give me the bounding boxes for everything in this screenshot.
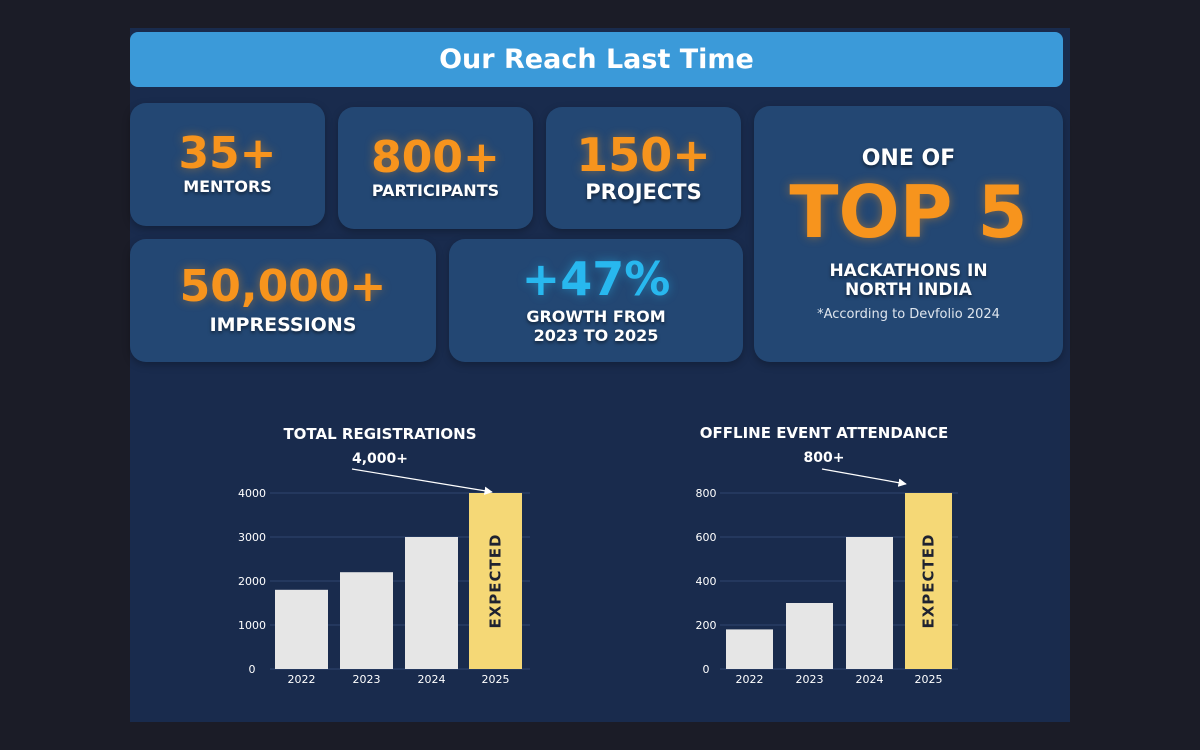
registrations-x-tick-label: 2022 [288,673,316,686]
registrations-x-tick-label: 2025 [482,673,510,686]
attendance-x-tick-label: 2024 [856,673,884,686]
participants-card: 800+ PARTICIPANTS [338,107,533,229]
growth-card: +47% GROWTH FROM 2023 TO 2025 [449,239,743,362]
registrations-y-tick-label: 4000 [238,487,266,500]
attendance-y-tick-label: 600 [696,531,717,544]
registrations-x-tick-label: 2023 [353,673,381,686]
registrations-bar-2023 [340,572,393,669]
registrations-chart-title: TOTAL REGISTRATIONS [283,425,476,443]
ranking-line1: HACKATHONS IN [829,260,988,281]
registrations-y-tick-label: 3000 [238,531,266,544]
attendance-callout-arrow [821,468,907,487]
attendance-bar-2022 [726,629,773,669]
registrations-bar-2024 [405,537,458,669]
attendance-y-tick-label: 200 [696,619,717,632]
attendance-callout: 800+ [804,450,845,466]
attendance-x-tick-label: 2023 [796,673,824,686]
ranking-card: ONE OF TOP 5 HACKATHONS IN NORTH INDIA *… [754,106,1063,362]
ranking-line2: NORTH INDIA [845,280,972,301]
attendance-expected-label: EXPECTED [920,534,938,629]
attendance-bar-2024 [846,537,893,669]
mentors-value: 35+ [178,128,277,180]
attendance-y-tick-label: 800 [696,487,717,500]
registrations-expected-label: EXPECTED [487,534,505,629]
ranking-note: *According to Devfolio 2024 [817,306,1000,322]
participants-value: 800+ [371,131,500,183]
attendance-x-tick-label: 2025 [915,673,943,686]
registrations-x-tick-label: 2024 [418,673,446,686]
projects-label: PROJECTS [585,179,702,204]
registrations-callout-arrow [351,468,493,495]
registrations-y-tick-label: 2000 [238,575,266,588]
ranking-headline: TOP 5 [789,169,1028,254]
growth-label-line2: 2023 TO 2025 [533,325,659,345]
attendance-bar-2023 [786,603,833,669]
registrations-callout: 4,000+ [352,451,408,467]
mentors-card: 35+ MENTORS [130,103,325,226]
projects-card: 150+ PROJECTS [546,107,741,229]
registrations-y-tick-label: 1000 [238,619,266,632]
attendance-chart-title: OFFLINE EVENT ATTENDANCE [700,424,948,442]
projects-value: 150+ [576,127,711,182]
attendance-x-tick-label: 2022 [736,673,764,686]
impressions-card: 50,000+ IMPRESSIONS [130,239,436,362]
attendance-y-tick-label: 0 [703,663,710,676]
participants-label: PARTICIPANTS [371,180,500,200]
page-title: Our Reach Last Time [130,32,1063,87]
attendance-bar-2025 [905,493,952,669]
mentors-label: MENTORS [183,177,272,197]
impressions-value: 50,000+ [179,260,387,312]
attendance-y-tick-label: 400 [696,575,717,588]
registrations-bar-2022 [275,589,328,669]
ranking-prefix: ONE OF [861,146,956,172]
registrations-bar-2025 [469,493,522,669]
growth-value: +47% [521,252,671,307]
growth-label-line1: GROWTH FROM [526,307,666,327]
registrations-y-tick-label: 0 [249,663,256,676]
impressions-label: IMPRESSIONS [209,313,357,336]
